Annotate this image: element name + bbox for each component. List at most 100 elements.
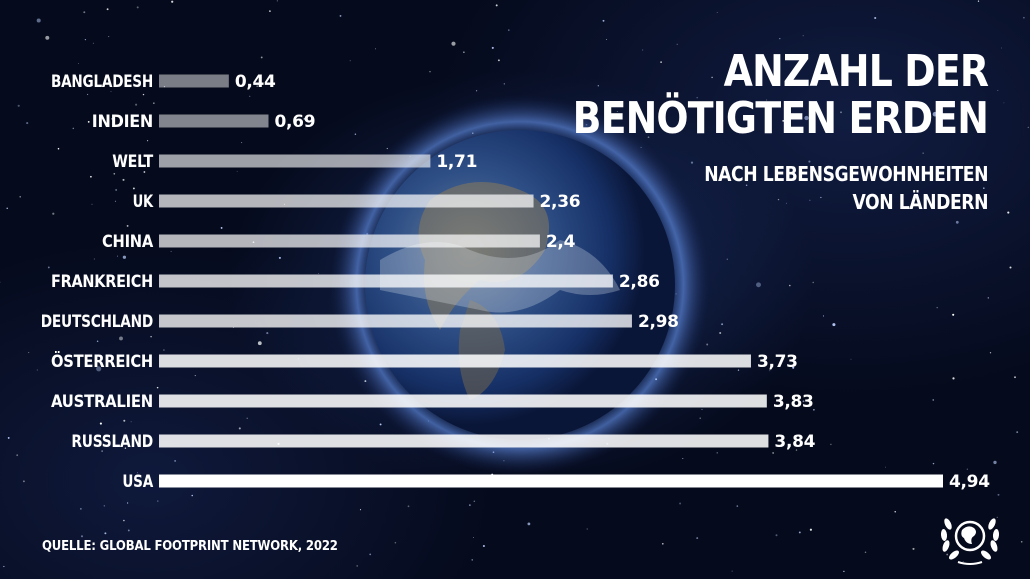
star <box>854 102 856 104</box>
star <box>83 11 86 14</box>
star <box>495 4 498 7</box>
star <box>354 133 357 135</box>
value-label: 2,98 <box>638 312 679 332</box>
star <box>809 199 811 201</box>
star <box>121 364 124 367</box>
category-label: UK <box>133 192 154 212</box>
star <box>16 454 19 457</box>
star <box>163 86 165 88</box>
star <box>124 447 127 449</box>
star <box>716 452 718 454</box>
star <box>1023 16 1025 19</box>
star <box>171 0 174 3</box>
star <box>830 443 832 446</box>
star <box>130 421 132 423</box>
star <box>647 136 650 139</box>
star <box>194 375 196 377</box>
star <box>822 76 825 79</box>
star <box>987 297 989 299</box>
star <box>997 89 999 92</box>
star <box>1001 47 1003 49</box>
bar <box>159 434 769 448</box>
star <box>276 0 278 2</box>
star <box>103 505 105 507</box>
bar <box>159 74 229 88</box>
star <box>711 76 713 79</box>
star <box>792 366 795 369</box>
star <box>809 528 812 531</box>
star <box>946 553 949 556</box>
star <box>147 140 149 142</box>
star <box>922 152 924 154</box>
value-label: 4,94 <box>949 472 990 492</box>
star <box>701 408 703 411</box>
star <box>127 502 129 504</box>
star <box>802 400 805 403</box>
star <box>394 541 397 544</box>
star <box>850 358 852 360</box>
star <box>52 212 55 215</box>
star <box>885 466 886 468</box>
value-label: 2,4 <box>546 232 576 252</box>
star <box>482 544 485 548</box>
star <box>843 570 845 573</box>
star <box>473 536 474 538</box>
star <box>1027 126 1030 129</box>
star <box>605 38 608 41</box>
bar <box>159 474 943 488</box>
star <box>269 10 271 12</box>
star <box>106 8 109 11</box>
star <box>127 529 130 532</box>
category-label: FRANKREICH <box>51 272 153 292</box>
bar <box>159 114 269 128</box>
star <box>808 160 811 163</box>
star <box>736 505 739 507</box>
star <box>690 161 694 164</box>
star <box>374 48 376 50</box>
bar <box>159 394 767 408</box>
star <box>84 38 87 41</box>
star <box>94 285 97 288</box>
star <box>782 120 785 122</box>
star <box>122 178 125 181</box>
star <box>339 14 342 17</box>
star <box>840 111 842 114</box>
star <box>115 189 117 191</box>
star <box>812 281 814 284</box>
star <box>191 494 193 497</box>
star <box>932 462 935 465</box>
star <box>122 255 127 259</box>
star <box>119 336 123 341</box>
star <box>87 120 90 123</box>
star <box>26 122 29 125</box>
value-label: 2,86 <box>619 272 660 292</box>
star <box>256 85 259 88</box>
star <box>779 38 781 40</box>
star <box>777 198 780 201</box>
star <box>246 417 248 419</box>
chart-subtitle: NACH LEBENSGEWOHNHEITEN VON LÄNDERN <box>704 160 988 216</box>
star <box>93 258 95 260</box>
chart-title: ANZAHL DER BENÖTIGTEN ERDEN <box>573 48 989 142</box>
star <box>660 61 662 63</box>
star <box>1014 376 1016 379</box>
star <box>150 335 152 338</box>
star <box>667 127 672 132</box>
star <box>942 67 945 69</box>
star <box>174 460 176 462</box>
star <box>318 272 319 274</box>
star <box>266 332 269 335</box>
star <box>143 434 145 436</box>
star <box>503 83 505 85</box>
star <box>236 170 238 172</box>
star <box>1016 431 1019 433</box>
star <box>795 449 798 451</box>
star <box>864 551 867 554</box>
star <box>676 43 678 45</box>
star <box>716 11 718 13</box>
star <box>597 85 599 87</box>
star <box>766 99 768 101</box>
star <box>157 500 159 502</box>
